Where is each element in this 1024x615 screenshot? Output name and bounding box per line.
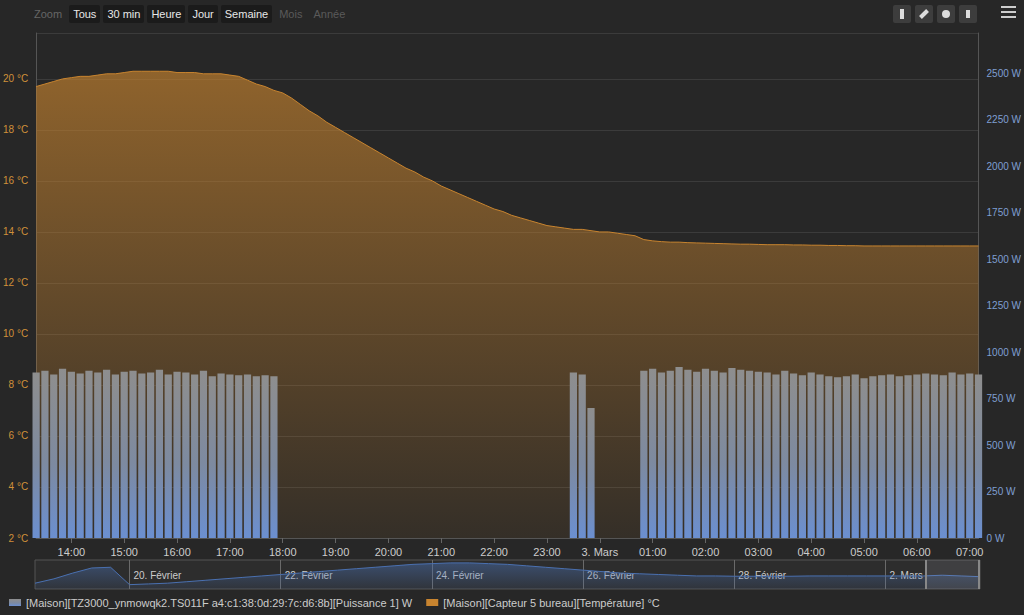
svg-text:19:00: 19:00 [322, 546, 350, 558]
svg-text:20:00: 20:00 [375, 546, 403, 558]
svg-text:0 W: 0 W [987, 533, 1005, 544]
svg-text:500 W: 500 W [987, 440, 1016, 451]
svg-text:12 °C: 12 °C [3, 277, 28, 288]
svg-text:05:00: 05:00 [850, 546, 878, 558]
svg-text:750 W: 750 W [987, 393, 1016, 404]
svg-text:1500 W: 1500 W [987, 254, 1022, 265]
html-text:Zoom: Zoom [34, 8, 63, 20]
svg-text:20. Février: 20. Février [134, 570, 182, 581]
svg-text:03:00: 03:00 [745, 546, 773, 558]
svg-text:28. Février: 28. Février [738, 569, 787, 581]
html-text:Semaine: Semaine [224, 8, 269, 20]
svg-text:8 °C: 8 °C [9, 379, 29, 390]
svg-text:15:00: 15:00 [110, 546, 138, 558]
svg-text:02:00: 02:00 [692, 546, 720, 558]
html-text:30 min: 30 min [107, 8, 141, 20]
html-text:Heure: Heure [151, 8, 182, 20]
svg-text:1750 W: 1750 W [987, 207, 1022, 218]
svg-text:16 °C: 16 °C [3, 175, 28, 186]
svg-text:2. Mars: 2. Mars [889, 569, 923, 581]
html-text:Année: Année [313, 8, 346, 20]
html-text:Jour: Jour [192, 8, 214, 20]
svg-text:250 W: 250 W [987, 486, 1016, 497]
svg-text:14:00: 14:00 [58, 546, 86, 558]
svg-text:18 °C: 18 °C [3, 124, 28, 135]
svg-text:20 °C: 20 °C [3, 73, 28, 84]
svg-text:06:00: 06:00 [903, 546, 931, 558]
svg-text:2000 W: 2000 W [987, 161, 1022, 172]
svg-text:6 °C: 6 °C [9, 430, 29, 441]
svg-text:4 °C: 4 °C [9, 481, 29, 492]
svg-text:1250 W: 1250 W [987, 300, 1022, 311]
svg-text:2500 W: 2500 W [987, 68, 1022, 79]
svg-text:07:00: 07:00 [956, 546, 984, 558]
svg-text:18:00: 18:00 [269, 546, 297, 558]
svg-text:21:00: 21:00 [428, 546, 456, 558]
svg-text:3. Mars: 3. Mars [581, 546, 618, 558]
svg-text:2250 W: 2250 W [987, 114, 1022, 125]
html-text:Mois: Mois [279, 8, 303, 20]
svg-text:22:00: 22:00 [480, 546, 508, 558]
svg-text:01:00: 01:00 [639, 546, 667, 558]
svg-text:[Maison][Capteur 5 bureau][Tem: [Maison][Capteur 5 bureau][Température] … [443, 597, 660, 609]
html-text:Tous: Tous [73, 8, 97, 20]
svg-text:17:00: 17:00 [216, 546, 244, 558]
svg-text:10 °C: 10 °C [3, 328, 28, 339]
svg-text:23:00: 23:00 [533, 546, 561, 558]
svg-text:[Maison][TZ3000_ynmowqk2.TS011: [Maison][TZ3000_ynmowqk2.TS011F a4:c1:38… [26, 597, 413, 609]
svg-text:04:00: 04:00 [797, 546, 825, 558]
svg-text:2 °C: 2 °C [9, 533, 29, 544]
svg-text:16:00: 16:00 [163, 546, 191, 558]
svg-text:14 °C: 14 °C [3, 226, 28, 237]
svg-text:1000 W: 1000 W [987, 347, 1022, 358]
